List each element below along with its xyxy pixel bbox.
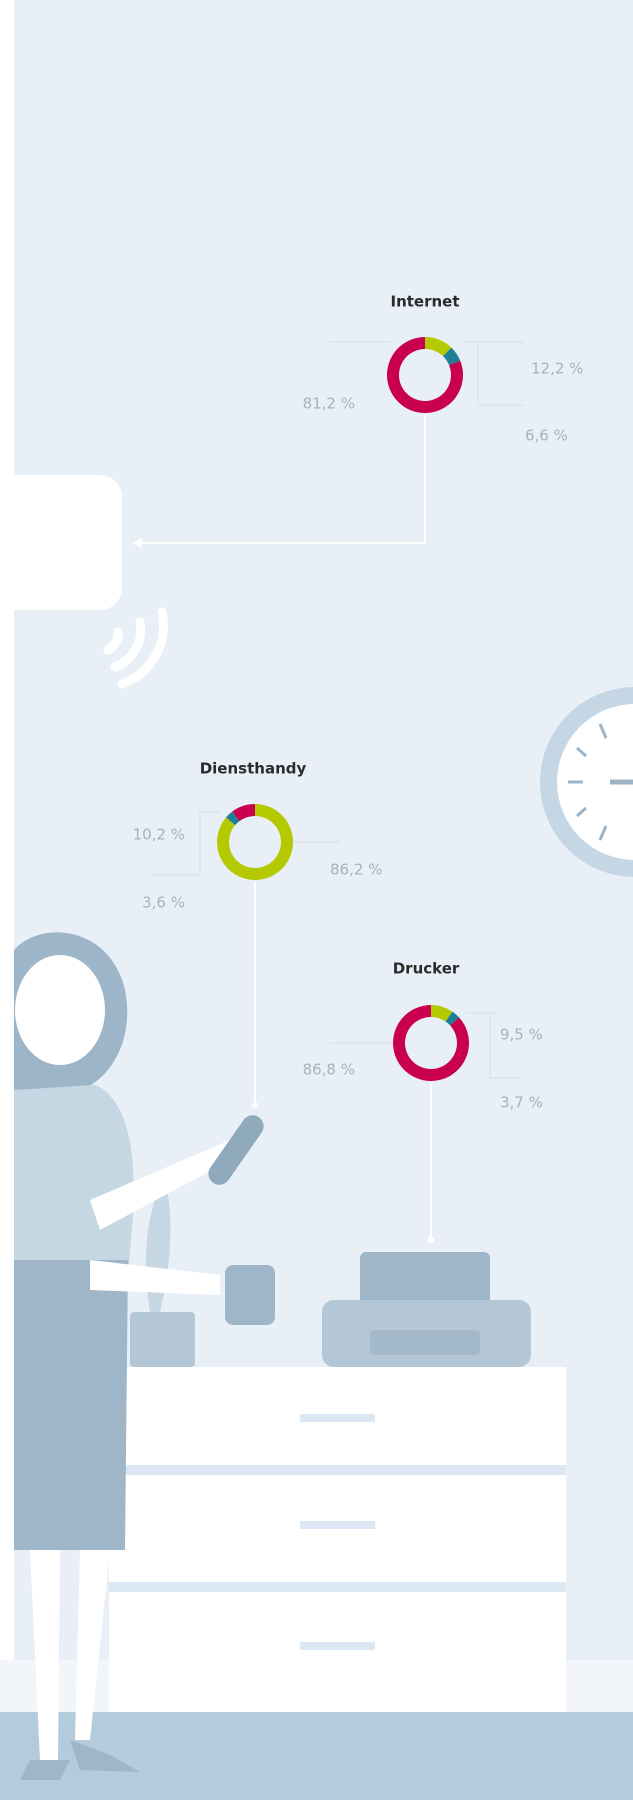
- value-label: 9,5 %: [500, 1026, 543, 1044]
- router: [0, 475, 122, 610]
- value-label: 10,2 %: [133, 826, 185, 844]
- chart-title: Diensthandy: [200, 760, 307, 778]
- chart-title: Internet: [390, 293, 459, 311]
- dot: [428, 1237, 434, 1243]
- cup: [225, 1265, 275, 1325]
- drawer-handle: [300, 1414, 375, 1422]
- value-label: 86,2 %: [330, 861, 382, 879]
- left-border: [0, 0, 14, 1800]
- dot: [252, 1102, 258, 1108]
- drawer-divider: [109, 1582, 566, 1592]
- value-label: 86,8 %: [303, 1061, 355, 1079]
- infographic: Internet 12,2 % 6,6 % 81,2 % Diensthandy 86,2…: [0, 0, 633, 1800]
- value-label: 12,2 %: [531, 360, 583, 378]
- drawer-handle: [300, 1521, 375, 1529]
- chart-title: Drucker: [393, 960, 460, 978]
- drawer-divider: [109, 1465, 566, 1475]
- drawer-handle: [300, 1642, 375, 1650]
- value-label: 3,6 %: [142, 894, 185, 912]
- value-label: 81,2 %: [303, 395, 355, 413]
- printer-tray: [370, 1330, 480, 1355]
- plant-pot: [130, 1312, 195, 1367]
- value-label: 6,6 %: [525, 427, 568, 445]
- value-label: 3,7 %: [500, 1094, 543, 1112]
